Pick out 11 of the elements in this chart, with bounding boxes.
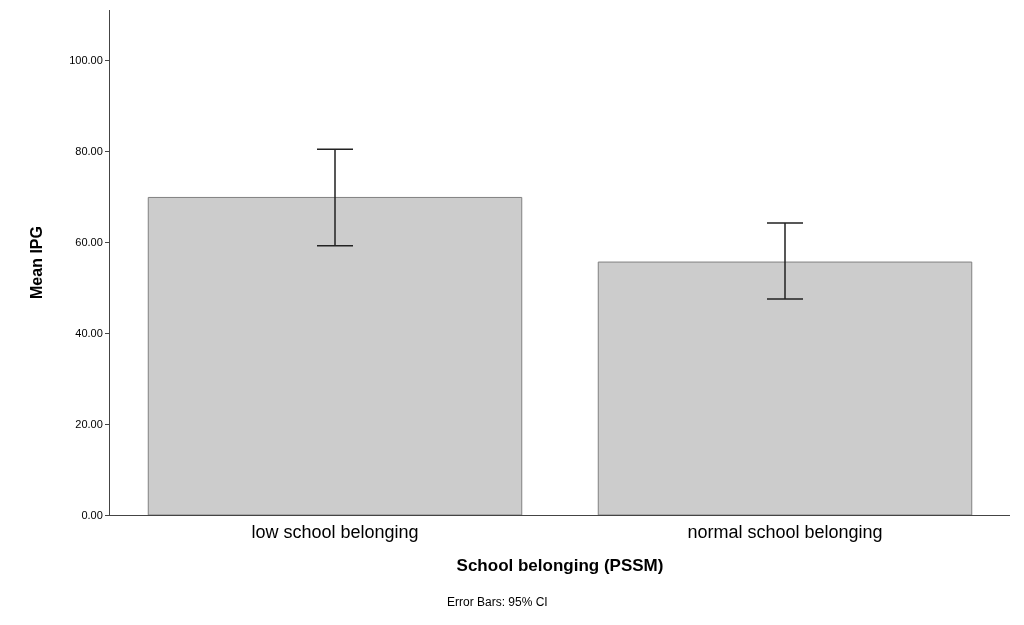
- x-axis-title: School belonging (PSSM): [456, 556, 664, 575]
- y-tick-label: 40.00: [75, 326, 103, 339]
- y-tick-label: 100.00: [69, 53, 103, 66]
- x-tick-label: low school belonging: [251, 521, 419, 542]
- y-tick-label: 80.00: [75, 144, 103, 157]
- x-tick-label: normal school belonging: [687, 521, 883, 542]
- y-tick-label: 0.00: [81, 508, 103, 521]
- text: Error Bars: 95% CI: [447, 595, 548, 609]
- y-tick-label: 60.00: [75, 235, 103, 248]
- y-axis-title: Mean IPG: [28, 226, 46, 299]
- y-tick-label: 20.00: [75, 417, 103, 430]
